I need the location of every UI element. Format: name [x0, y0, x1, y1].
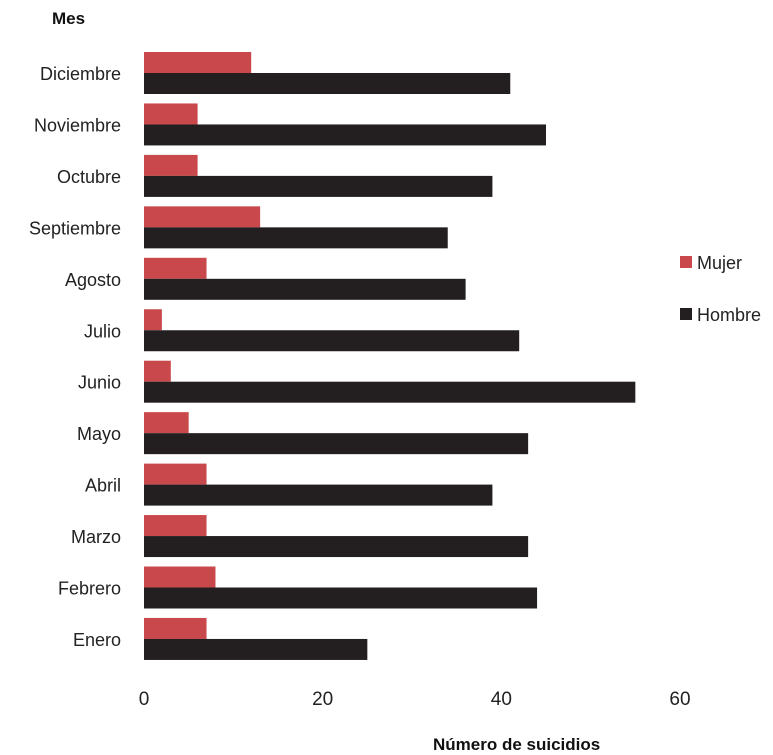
legend-label-mujer: Mujer: [697, 253, 742, 273]
bar-mujer-diciembre: [144, 52, 252, 73]
category-label-abril: Abril: [85, 476, 121, 496]
bar-hombre-junio: [144, 381, 636, 403]
bar-hombre-agosto: [144, 278, 466, 300]
x-tick-label-60: 60: [669, 689, 690, 710]
category-label-agosto: Agosto: [65, 270, 121, 290]
category-label-septiembre: Septiembre: [29, 218, 121, 238]
bar-mujer-abril: [144, 463, 207, 485]
category-labels: Enero Febrero Marzo Abril Mayo Junio Julio Agos…: [29, 64, 121, 650]
category-label-mayo: Mayo: [77, 424, 121, 444]
bar-mujer-marzo: [144, 515, 207, 537]
bar-hombre-diciembre: [144, 73, 511, 94]
x-tick-label-0: 0: [139, 689, 150, 710]
bar-mujer-agosto: [144, 257, 207, 279]
bar-mujer-mayo: [144, 412, 189, 434]
bar-hombre-febrero: [144, 587, 538, 609]
category-label-junio: Junio: [78, 373, 121, 393]
legend-swatch-mujer: [680, 256, 692, 268]
bar-hombre-septiembre: [144, 227, 448, 249]
category-label-julio: Julio: [84, 321, 121, 341]
x-tick-label-40: 40: [491, 689, 512, 710]
x-tick-label-20: 20: [312, 689, 333, 710]
bar-mujer-junio: [144, 360, 171, 382]
y-axis-title: Mes: [52, 9, 85, 28]
x-axis-title: Número de suicidios: [433, 735, 600, 754]
legend-label-hombre: Hombre: [697, 305, 761, 325]
bar-hombre-julio: [144, 330, 520, 352]
bar-mujer-enero: [144, 617, 207, 639]
bar-mujer-octubre: [144, 154, 198, 176]
x-axis-ticks: 0 20 40 60: [139, 689, 691, 710]
category-label-noviembre: Noviembre: [34, 115, 121, 135]
legend: Mujer Hombre: [680, 253, 761, 325]
bar-mujer-julio: [144, 309, 162, 331]
category-label-enero: Enero: [73, 630, 121, 650]
legend-swatch-hombre: [680, 308, 692, 320]
bars-layer: [144, 52, 636, 660]
bar-hombre-abril: [144, 484, 493, 506]
bar-hombre-octubre: [144, 175, 493, 197]
bar-hombre-marzo: [144, 536, 529, 558]
category-label-febrero: Febrero: [58, 579, 121, 599]
category-label-octubre: Octubre: [57, 167, 121, 187]
bar-hombre-enero: [144, 638, 368, 660]
bar-mujer-noviembre: [144, 103, 198, 125]
category-label-diciembre: Diciembre: [40, 64, 121, 84]
bar-mujer-septiembre: [144, 206, 261, 228]
bar-hombre-mayo: [144, 433, 529, 455]
bar-hombre-noviembre: [144, 124, 546, 146]
bar-mujer-febrero: [144, 566, 216, 588]
category-label-marzo: Marzo: [71, 527, 121, 547]
